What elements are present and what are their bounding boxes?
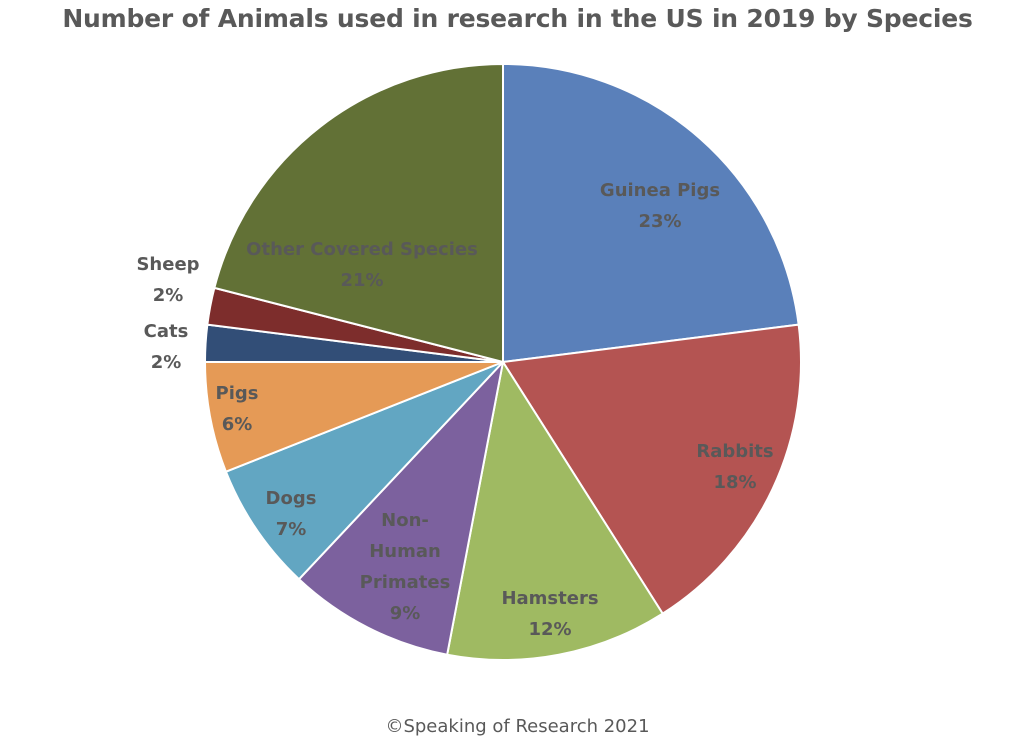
slice-label-pigs: Pigs 6% (216, 383, 259, 435)
slice-label-guinea-pigs: Guinea Pigs 23% (600, 180, 720, 232)
slice-label-rabbits: Rabbits 18% (696, 441, 773, 493)
pie-slice-hamsters (446, 361, 664, 661)
slice-label-non-human-primates: Non-Human Primates 9% (360, 510, 451, 624)
slice-label-cats: Cats 2% (144, 321, 189, 373)
chart-title: Number of Animals used in research in th… (62, 4, 973, 33)
pie-slices (204, 63, 802, 661)
pie-slice-dogs (224, 361, 504, 581)
slice-label-other-covered-species: Other Covered Species 21% (246, 239, 478, 291)
pie-slice-non-human-primates (298, 361, 504, 656)
pie-slice-rabbits (502, 323, 802, 615)
slice-label-hamsters: Hamsters 12% (501, 588, 598, 640)
copyright-notice: ©Speaking of Research 2021 (385, 716, 650, 737)
pie-labels: Guinea Pigs 23% Rabbits 18% Hamsters 12% Non-H… (136, 180, 773, 640)
slice-label-sheep: Sheep 2% (136, 254, 199, 306)
pie-slice-guinea-pigs (502, 63, 800, 363)
pie-slice-other-covered-species (213, 63, 504, 363)
slice-label-dogs: Dogs 7% (266, 488, 317, 540)
